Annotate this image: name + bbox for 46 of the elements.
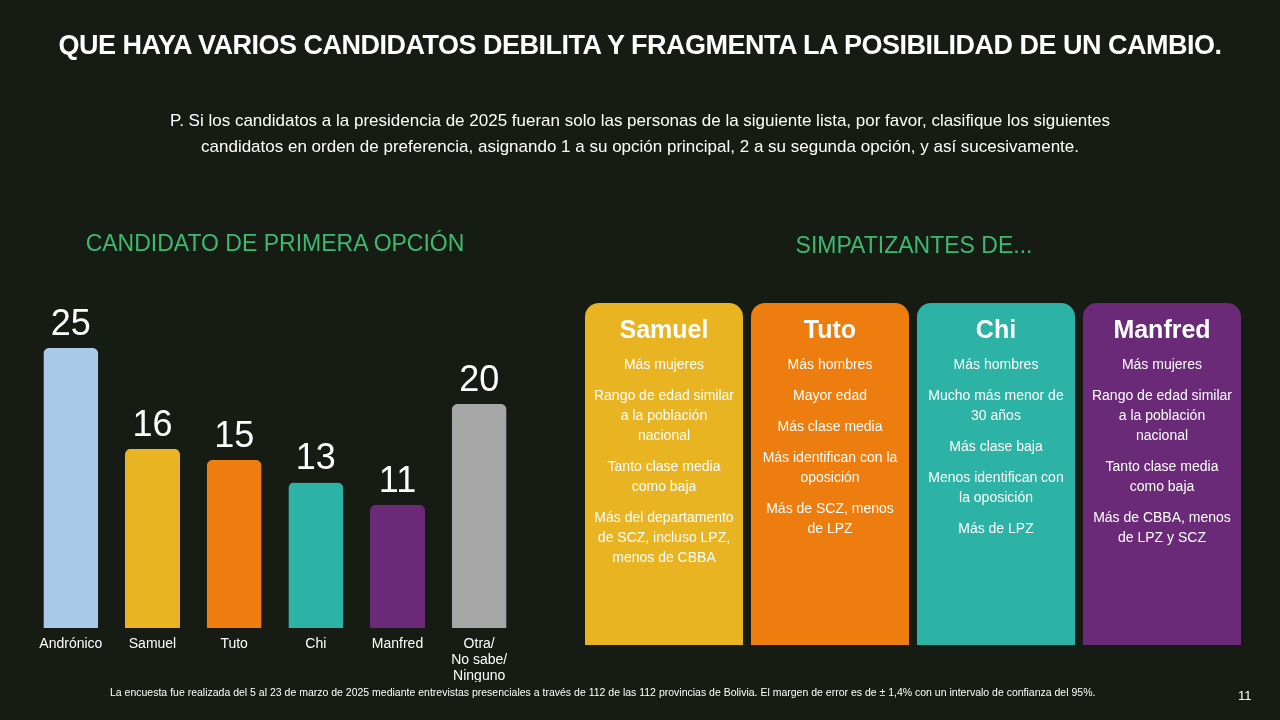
chart-title: CANDIDATO DE PRIMERA OPCIÓN bbox=[85, 230, 465, 256]
text: Rango de edad similar a la población nacional bbox=[593, 386, 735, 445]
bar bbox=[370, 504, 425, 628]
text: Tuto bbox=[802, 315, 858, 344]
data-label: 25 bbox=[50, 302, 91, 343]
data-label: 13 bbox=[295, 436, 336, 478]
data-label: 11 bbox=[378, 458, 417, 500]
text: Mayor edad bbox=[792, 386, 868, 405]
text: Tanto clase media como baja bbox=[1104, 457, 1220, 496]
text: Más del departamento de SCZ, incluso LPZ, menos de CBBA bbox=[593, 508, 735, 567]
bar bbox=[206, 460, 262, 628]
text: Más de LPZ bbox=[957, 519, 1035, 538]
text: 11 bbox=[1238, 688, 1252, 703]
x-tick-label: Chi bbox=[305, 634, 327, 651]
x-tick-label: Otra/ No sabe/ Ninguno bbox=[451, 634, 508, 683]
text: Tanto clase media como baja bbox=[606, 457, 722, 496]
text: Más clase media bbox=[776, 417, 884, 436]
bar bbox=[125, 448, 180, 628]
text: Mucho más menor de 30 años bbox=[927, 386, 1065, 425]
text: La encuesta fue realizada del 5 al 23 de marzo de 2025 mediante entrevistas presenciales a través de 112 de las 112 provincias de Bolivia. El margen de error es de ± 1,4% con un intervalo de confianza del 95%. bbox=[110, 686, 1097, 698]
data-label: 20 bbox=[459, 358, 500, 399]
text: Menos identifican con la oposición bbox=[927, 468, 1065, 507]
x-tick-label: Manfred bbox=[371, 634, 424, 651]
x-tick-label: Tuto bbox=[220, 634, 249, 651]
text: Samuel bbox=[618, 315, 710, 344]
text: Más hombres bbox=[786, 355, 874, 374]
bar bbox=[43, 348, 99, 628]
text: Más de CBBA, menos de LPZ y SCZ bbox=[1092, 508, 1232, 547]
bar bbox=[451, 404, 507, 628]
text: Más hombres bbox=[952, 355, 1040, 374]
text: Chi bbox=[974, 315, 1018, 344]
text: Rango de edad similar a la población nacional bbox=[1091, 386, 1233, 445]
text: Más de SCZ, menos de LPZ bbox=[765, 499, 895, 538]
text: QUE HAYA VARIOS CANDIDATOS DEBILITA Y FRAGMENTA LA POSIBILIDAD DE UN CAMBIO. bbox=[57, 30, 1223, 61]
text: Más identifican con la oposición bbox=[761, 448, 899, 487]
text: Manfred bbox=[1112, 315, 1212, 344]
text: P. Si los candidatos a la presidencia de 2025 fueran solo las personas de la siguiente lista, por favor, clasifique los siguientes candidatos en orden de preferencia, asignando 1 a su opción principal, 2 a su segunda opción, y así sucesivamente. bbox=[169, 110, 1111, 158]
text: Más clase baja bbox=[948, 437, 1044, 456]
data-label: 15 bbox=[214, 414, 255, 455]
x-tick-label: Samuel bbox=[128, 634, 177, 651]
text: SIMPATIZANTES DE... bbox=[794, 232, 1034, 259]
x-tick-label: Andrónico bbox=[39, 634, 103, 651]
data-label: 16 bbox=[132, 402, 173, 444]
text: Más mujeres bbox=[1120, 355, 1204, 374]
text: Más mujeres bbox=[622, 355, 706, 374]
bar bbox=[288, 482, 344, 628]
